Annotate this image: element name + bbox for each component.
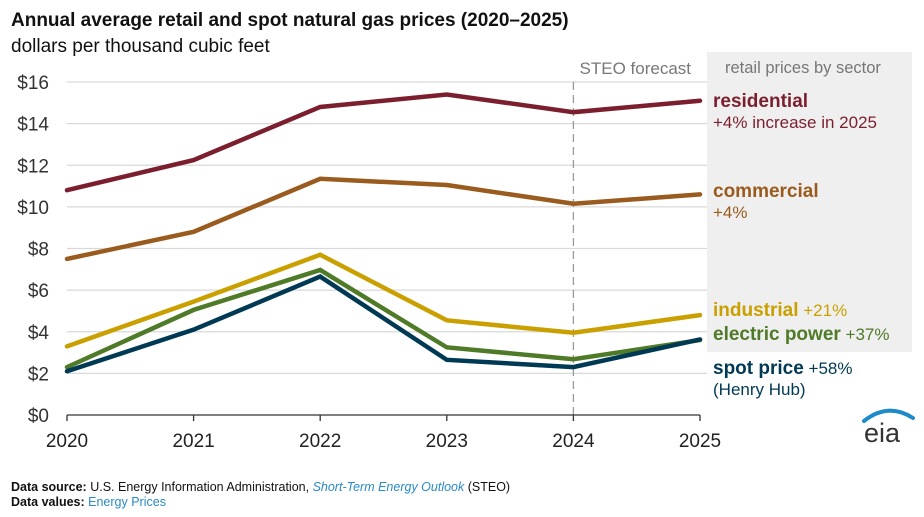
series-line-commercial	[64, 176, 703, 262]
legend-spot-name: spot price	[713, 358, 804, 379]
x-axis: 2020 2021 2022 2023 2024 2025	[46, 414, 721, 452]
legend-electric-name: electric power	[713, 324, 841, 345]
x-tick-label: 2023	[426, 431, 468, 452]
legend-residential-note: +4% increase in 2025	[713, 113, 877, 132]
y-tick-label: $4	[28, 323, 50, 344]
y-axis-ticks: $0 $2 $4 $6 $8 $10 $12 $14 $16	[17, 73, 49, 427]
chart-title: Annual average retail and spot natural g…	[11, 10, 569, 31]
eia-logo-arc	[862, 408, 915, 423]
x-tick-label: 2024	[552, 431, 595, 452]
legend-industrial: industrial +21%	[713, 300, 847, 321]
legend-electric-note: +37%	[845, 325, 890, 344]
series-line-spot	[64, 274, 703, 374]
legend-residential-name: residential	[713, 91, 809, 112]
legend-industrial-name: industrial	[713, 300, 799, 321]
legend-industrial-note: +21%	[803, 301, 848, 320]
legend-electric: electric power +37%	[713, 324, 889, 345]
footer-source: Data source: U.S. Energy Information Adm…	[11, 480, 510, 494]
source-text: U.S. Energy Information Administration,	[90, 480, 310, 494]
legend-commercial-note: +4%	[713, 203, 748, 222]
forecast-label: STEO forecast	[580, 59, 692, 78]
x-tick-label: 2022	[299, 431, 341, 452]
steo-link[interactable]: Short-Term Energy Outlook	[312, 480, 465, 494]
legend-commercial-name: commercial	[713, 181, 819, 202]
eia-logo-text: eia	[864, 418, 901, 448]
source-suffix: (STEO)	[467, 480, 511, 494]
source-label: Data source:	[11, 480, 87, 494]
series-lines	[64, 92, 703, 374]
footer-values: Data values: Energy Prices	[11, 495, 166, 509]
series-line-industrial	[64, 252, 703, 349]
y-tick-label: $0	[28, 406, 49, 427]
y-tick-label: $2	[28, 364, 49, 385]
y-tick-label: $12	[17, 156, 49, 177]
series-line-electric	[64, 267, 703, 370]
values-label: Data values:	[11, 495, 85, 509]
chart-subtitle: dollars per thousand cubic feet	[11, 36, 270, 57]
retail-legend-panel	[707, 52, 912, 352]
x-tick-label: 2020	[46, 431, 88, 452]
y-tick-label: $6	[28, 281, 49, 302]
y-tick-label: $8	[28, 240, 49, 261]
legend-residential: residential +4% increase in 2025	[713, 91, 877, 133]
legend-spot: spot price +58% (Henry Hub)	[713, 358, 853, 400]
legend-spot-note: +58%	[808, 359, 853, 378]
legend-panel-title: retail prices by sector	[725, 59, 881, 77]
energy-prices-link[interactable]: Energy Prices	[88, 495, 166, 509]
x-tick-label: 2021	[172, 431, 214, 452]
x-tick-label: 2025	[679, 431, 721, 452]
series-line-residential	[64, 92, 703, 193]
legend-commercial: commercial +4%	[713, 181, 819, 223]
y-tick-label: $10	[17, 198, 49, 219]
y-tick-label: $14	[17, 115, 49, 136]
legend-spot-sub: (Henry Hub)	[713, 380, 806, 399]
y-tick-label: $16	[17, 73, 49, 94]
eia-logo: eia	[862, 408, 915, 448]
